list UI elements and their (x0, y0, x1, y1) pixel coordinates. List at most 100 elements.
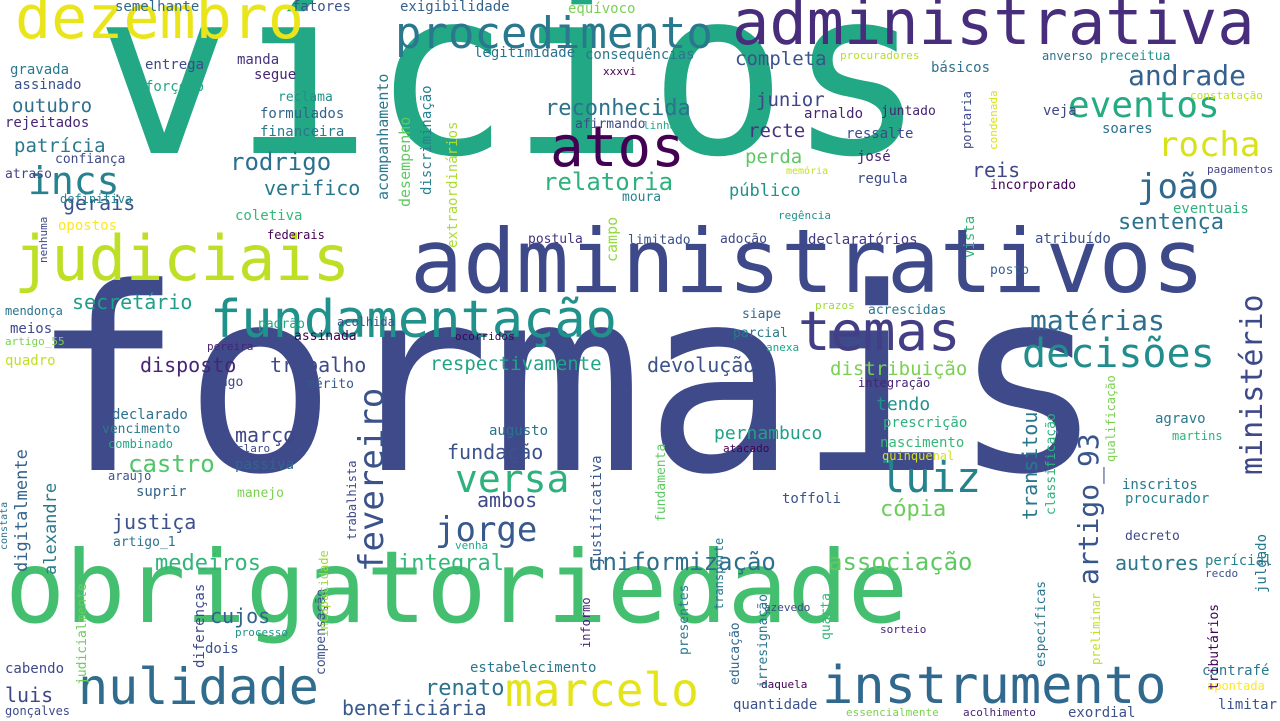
cloud-word: básicos (931, 60, 991, 76)
cloud-word: luis (5, 683, 54, 707)
cloud-word: incs (28, 159, 120, 203)
cloud-word: fundação (447, 440, 544, 464)
cloud-word: consequências (585, 47, 695, 63)
cloud-word: discriminação (419, 85, 435, 195)
cloud-word: reclama (278, 90, 333, 105)
cloud-word: anexa (766, 341, 800, 354)
cloud-word: matérias (1030, 304, 1165, 337)
cloud-word: contrafé (1202, 663, 1270, 679)
cloud-word: assinado (14, 77, 82, 93)
cloud-word: passiva (235, 457, 295, 473)
cloud-word: pago (212, 375, 244, 390)
cloud-word: integração (858, 376, 931, 390)
cloud-word: vista (962, 215, 978, 258)
cloud-word: afirmando (575, 117, 646, 132)
cloud-word: sentença (1118, 210, 1224, 235)
cloud-word: fundamenta (654, 443, 669, 522)
cloud-word: opostos (58, 218, 118, 234)
cloud-word: patrícia (14, 135, 106, 157)
cloud-word: legitimidade (474, 45, 576, 61)
cloud-word: moura (622, 190, 662, 205)
cloud-word: inscritos (1122, 477, 1198, 493)
cloud-word: processo (235, 626, 288, 639)
cloud-word: financeira (260, 124, 345, 140)
cloud-word: trabalhista (345, 460, 359, 540)
cloud-word: definitiva (60, 192, 133, 206)
cloud-word: presentes (677, 584, 692, 655)
cloud-word: declaratórios (808, 232, 918, 248)
cloud-word: tendo (876, 394, 931, 415)
cloud-word: formulados (260, 106, 345, 122)
cloud-word: medeiros (155, 551, 261, 576)
cloud-word: alexandre (41, 482, 61, 575)
cloud-word: acrescidas (868, 303, 947, 318)
cloud-word: respectivamente (430, 353, 602, 375)
cloud-word: araújo (108, 469, 152, 483)
cloud-word: perda (745, 146, 803, 168)
cloud-word: venha (455, 539, 489, 552)
cloud-word: meios (10, 321, 53, 337)
cloud-word: público (729, 181, 801, 201)
cloud-word: posto (990, 263, 1030, 278)
cloud-word: qualificação (1104, 375, 1118, 462)
cloud-word: azevedo (764, 601, 811, 614)
cloud-word: atribuído (1035, 231, 1111, 247)
cloud-word: regula (857, 171, 908, 187)
cloud-word: limitado (628, 233, 691, 248)
cloud-word: rocha (1158, 125, 1261, 165)
cloud-word: incapacidade (317, 550, 331, 637)
cloud-word: andrade (1128, 59, 1247, 92)
cloud-word: atos (550, 115, 685, 180)
cloud-word: educação (728, 622, 743, 685)
cloud-word: combinado (108, 437, 174, 451)
cloud-word: adoção (720, 232, 767, 247)
cloud-word: segue (254, 67, 297, 83)
cloud-word: verifico (264, 176, 361, 200)
cloud-word: postula (528, 232, 583, 247)
cloud-word: jorge (435, 510, 538, 550)
cloud-word: decisões (1022, 331, 1215, 377)
cloud-word: daquela (761, 678, 808, 691)
cloud-word: fatores (292, 0, 352, 15)
cloud-word: ocorridos (455, 330, 515, 343)
cloud-word: preceitua (1100, 49, 1171, 64)
cloud-word: condenada (987, 90, 1000, 150)
cloud-word: recdo (1205, 567, 1239, 580)
cloud-word: formais (30, 234, 1105, 531)
cloud-word: beneficiária (342, 696, 487, 720)
cloud-word: acolhimento (963, 706, 1036, 719)
cloud-word: parcial (733, 326, 788, 341)
cloud-word: integral (398, 551, 504, 576)
cloud-word: luiz (880, 453, 982, 502)
cloud-word: prazos (815, 299, 855, 312)
cloud-word: declarado (112, 407, 188, 423)
cloud-word: martins (1172, 429, 1223, 443)
cloud-word: associação (828, 548, 973, 576)
cloud-word: procuradores (840, 49, 920, 62)
cloud-word: eventos (1068, 85, 1220, 126)
cloud-word: rejeitados (5, 115, 90, 131)
cloud-word: exordial (1068, 705, 1136, 721)
cloud-word: artigo_55 (5, 335, 65, 348)
cloud-word: reconhecida (545, 96, 691, 121)
cloud-word: dois (205, 641, 239, 657)
cloud-word: uniformização (588, 548, 776, 576)
cloud-word: vícios (95, 0, 926, 208)
cloud-word: artigo_93 (1072, 433, 1105, 585)
cloud-word: pagamentos (1207, 163, 1274, 176)
cloud-word: acompanhamento (374, 73, 392, 200)
cloud-word: informo (579, 597, 593, 648)
cloud-word: renato (425, 676, 505, 701)
cloud-word: constata (0, 501, 10, 550)
cloud-word: anverso (1042, 49, 1093, 63)
cloud-word: perícial (1205, 553, 1273, 569)
cloud-word: extraordinários (445, 121, 461, 248)
cloud-word: xxxvi (603, 65, 637, 78)
cloud-word: trabalho (270, 353, 367, 377)
cloud-word: eventuais (1173, 201, 1249, 217)
cloud-word: ressalte (846, 126, 914, 142)
cloud-word: irresignação (756, 594, 771, 688)
cloud-word: estabelecimento (470, 660, 597, 676)
cloud-word: regência (778, 209, 831, 222)
